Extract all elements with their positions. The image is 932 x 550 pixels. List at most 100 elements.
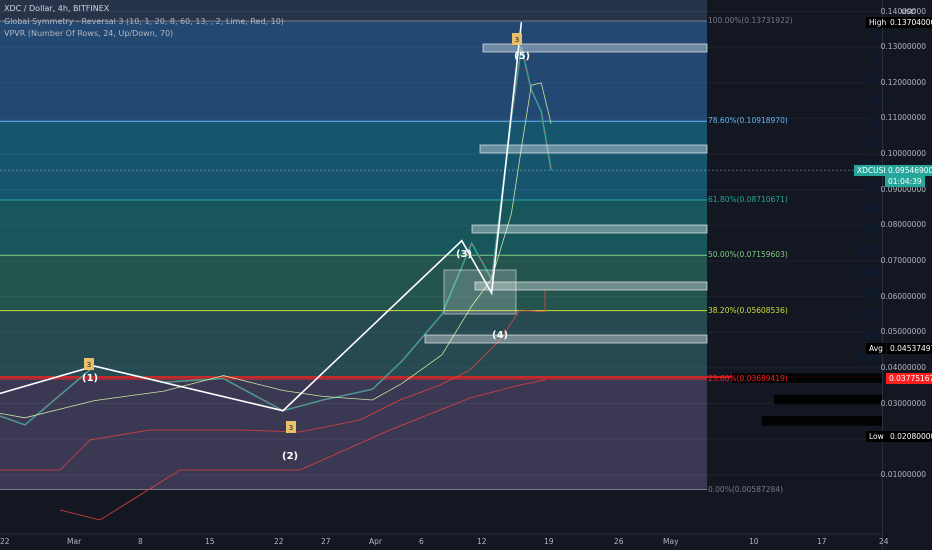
low-label: Low (866, 430, 887, 442)
volume-profile-bar (879, 9, 882, 20)
support-price-tag: 0.03775167 (886, 372, 932, 384)
price-tick: 0.07000000 (880, 255, 926, 265)
price-tick: 0.03000000 (880, 398, 926, 408)
volume-profile-bar (870, 116, 882, 127)
volume-profile-bar (868, 138, 882, 148)
symbol-title[interactable]: XDC / Dollar, 4h, BITFINEX (4, 4, 110, 13)
fib-label: 0.00%(0.00587284) (708, 484, 784, 494)
price-tick: 0.05000000 (880, 327, 926, 337)
avg-label: Avg (866, 343, 886, 355)
price-tick: 0.13000000 (880, 42, 926, 52)
price-tick: 0.10000000 (880, 149, 926, 159)
right-area (707, 0, 882, 550)
envelope-line (59, 379, 546, 521)
time-axis-bg (0, 534, 882, 550)
time-tick: 24 (879, 537, 889, 546)
fib-zone (0, 255, 707, 311)
envelope-line (0, 290, 546, 471)
time-tick: 8 (138, 537, 143, 546)
elliott-wave-label: (3) (456, 249, 473, 260)
time-tick: 10 (749, 537, 759, 546)
price-axis[interactable] (882, 0, 932, 550)
consolidation-box (443, 269, 517, 315)
signal-flag-text: 3 (289, 424, 293, 432)
fib-label: 78.60%(0.10918970) (708, 116, 788, 126)
volume-profile-bar (856, 245, 882, 255)
countdown-tag: 01:04:39 (885, 175, 925, 187)
symbol-tag: XDCUSD (854, 164, 893, 176)
elliott-wave-label: (1) (82, 373, 99, 384)
high-value: 0.13704000 (887, 16, 932, 28)
signal-flag-text: 3 (87, 361, 91, 369)
price-tick: 0.04000000 (880, 362, 926, 372)
fib-highlight-box (474, 281, 708, 291)
elliott-wave-line (0, 22, 523, 412)
chart-legend: XDC / Dollar, 4h, BITFINEX Global Symmet… (4, 3, 284, 41)
fib-label: 38.20%(0.05608536) (708, 305, 788, 315)
signal-flag (512, 33, 522, 45)
elliott-wave-label: (2) (282, 451, 299, 462)
fib-label: 100.00%(0.13731922) (708, 16, 793, 26)
fib-label: 50.00%(0.07159603) (708, 250, 788, 260)
fib-zone (0, 200, 707, 256)
price-tick: 0.01000000 (880, 469, 926, 479)
price-tick: 0.09000000 (880, 184, 926, 194)
volume-profile-bar (867, 180, 882, 191)
low-value: 0.02080000 (887, 430, 932, 442)
signal-flag-text: 3 (515, 36, 519, 44)
price-tick: 0.12000000 (880, 77, 926, 87)
price-tick: 0.08000000 (880, 220, 926, 230)
price-tick: 0.14000000 (880, 6, 926, 16)
signal-flag (286, 421, 296, 433)
currency-label: USD (901, 8, 916, 16)
fib-label: 23.60%(0.03689419) (708, 373, 788, 383)
volume-profile-bar (871, 52, 882, 63)
avg-value: 0.04537497 (887, 343, 932, 355)
time-tick: 22 (274, 537, 284, 546)
volume-profile-bar (859, 309, 882, 319)
volume-profile-bar (865, 287, 882, 298)
elliott-wave-label: (5) (514, 51, 531, 62)
time-tick: Mar (67, 537, 82, 546)
time-tick: 17 (817, 537, 827, 546)
time-tick: 19 (544, 537, 554, 546)
time-tick: 22 (0, 537, 10, 546)
volume-profile-bar (867, 95, 882, 105)
time-tick: 26 (614, 537, 624, 546)
fib-zone (0, 121, 707, 201)
volume-profile-bar (732, 373, 882, 383)
indicator-vpvr[interactable]: VPVR (Number Of Rows, 24, Up/Down, 70) (4, 29, 174, 38)
volume-profile-bar (874, 31, 882, 41)
volume-profile-bar (859, 266, 882, 276)
volume-profile-bar (874, 437, 882, 447)
moving-average (0, 82, 552, 419)
fib-highlight-box (424, 334, 708, 344)
fib-label: 61.80%(0.08710671) (708, 195, 788, 204)
time-tick: 12 (477, 537, 487, 546)
volume-profile-bar (762, 416, 882, 426)
volume-profile-bar (865, 330, 882, 341)
fib-highlight-box (471, 224, 708, 234)
time-tick: May (663, 537, 679, 546)
indicator-global-symmetry[interactable]: Global Symmetry - Reversal 3 (10, 1, 20,… (4, 16, 284, 26)
elliott-wave-label: (4) (492, 330, 509, 341)
volume-profile-bar (862, 223, 882, 234)
price-tick: 0.06000000 (880, 291, 926, 301)
volume-profile-bar (867, 73, 882, 84)
fib-zone (0, 378, 707, 490)
high-label: High (866, 16, 890, 28)
volume-profile-bar (864, 159, 882, 170)
time-tick: 15 (205, 537, 215, 546)
volume-profile-bar (858, 351, 882, 362)
fib-highlight-box (482, 43, 708, 53)
fib-zone (0, 0, 707, 22)
time-tick: Apr (369, 537, 382, 546)
fib-highlight-box (479, 144, 708, 154)
time-tick: 27 (321, 537, 331, 546)
volume-profile-bar (774, 394, 882, 405)
signal-flag (84, 358, 94, 370)
time-tick: 6 (419, 537, 424, 546)
volume-profile-bar (864, 202, 882, 212)
